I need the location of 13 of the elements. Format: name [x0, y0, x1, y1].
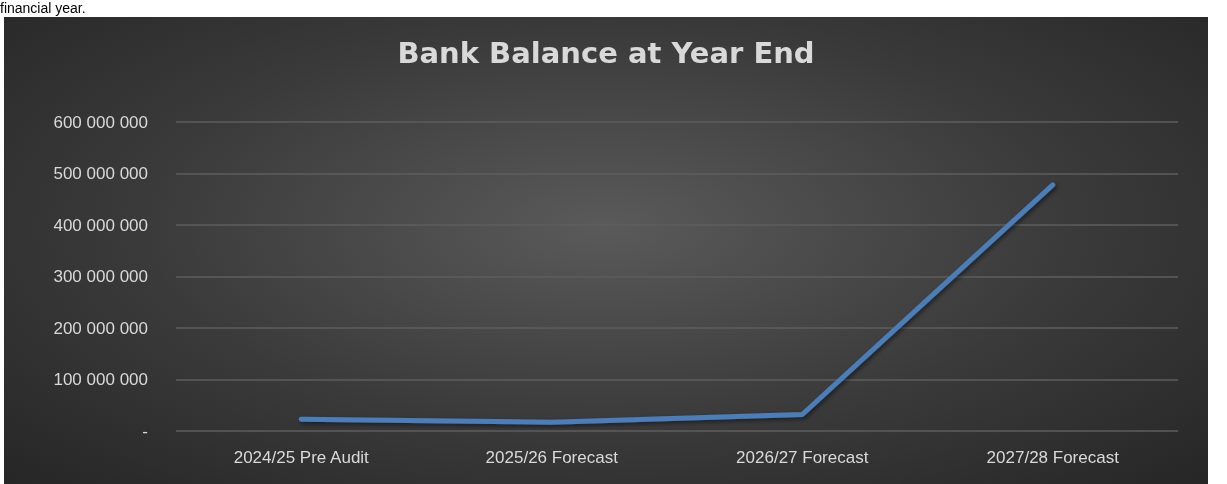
x-tick-label: 2025/26 Forecast: [485, 448, 619, 467]
y-tick-label: 100 000 000: [53, 370, 148, 389]
chart-title: Bank Balance at Year End: [397, 35, 815, 70]
x-tick-label: 2026/27 Forecast: [736, 448, 869, 467]
x-tick-label: 2024/25 Pre Audit: [233, 448, 370, 467]
y-tick-label: 500 000 000: [53, 164, 148, 183]
y-tick-label: 400 000 000: [53, 215, 148, 235]
text: financial year.: [0, 0, 86, 16]
y-tick-label: 300 000 000: [53, 267, 148, 286]
x-tick-label: 2027/28 Forecast: [986, 448, 1120, 467]
y-tick-label: -: [142, 421, 148, 441]
y-tick-label: 600 000 000: [53, 112, 148, 132]
y-tick-label: 200 000 000: [53, 318, 148, 338]
